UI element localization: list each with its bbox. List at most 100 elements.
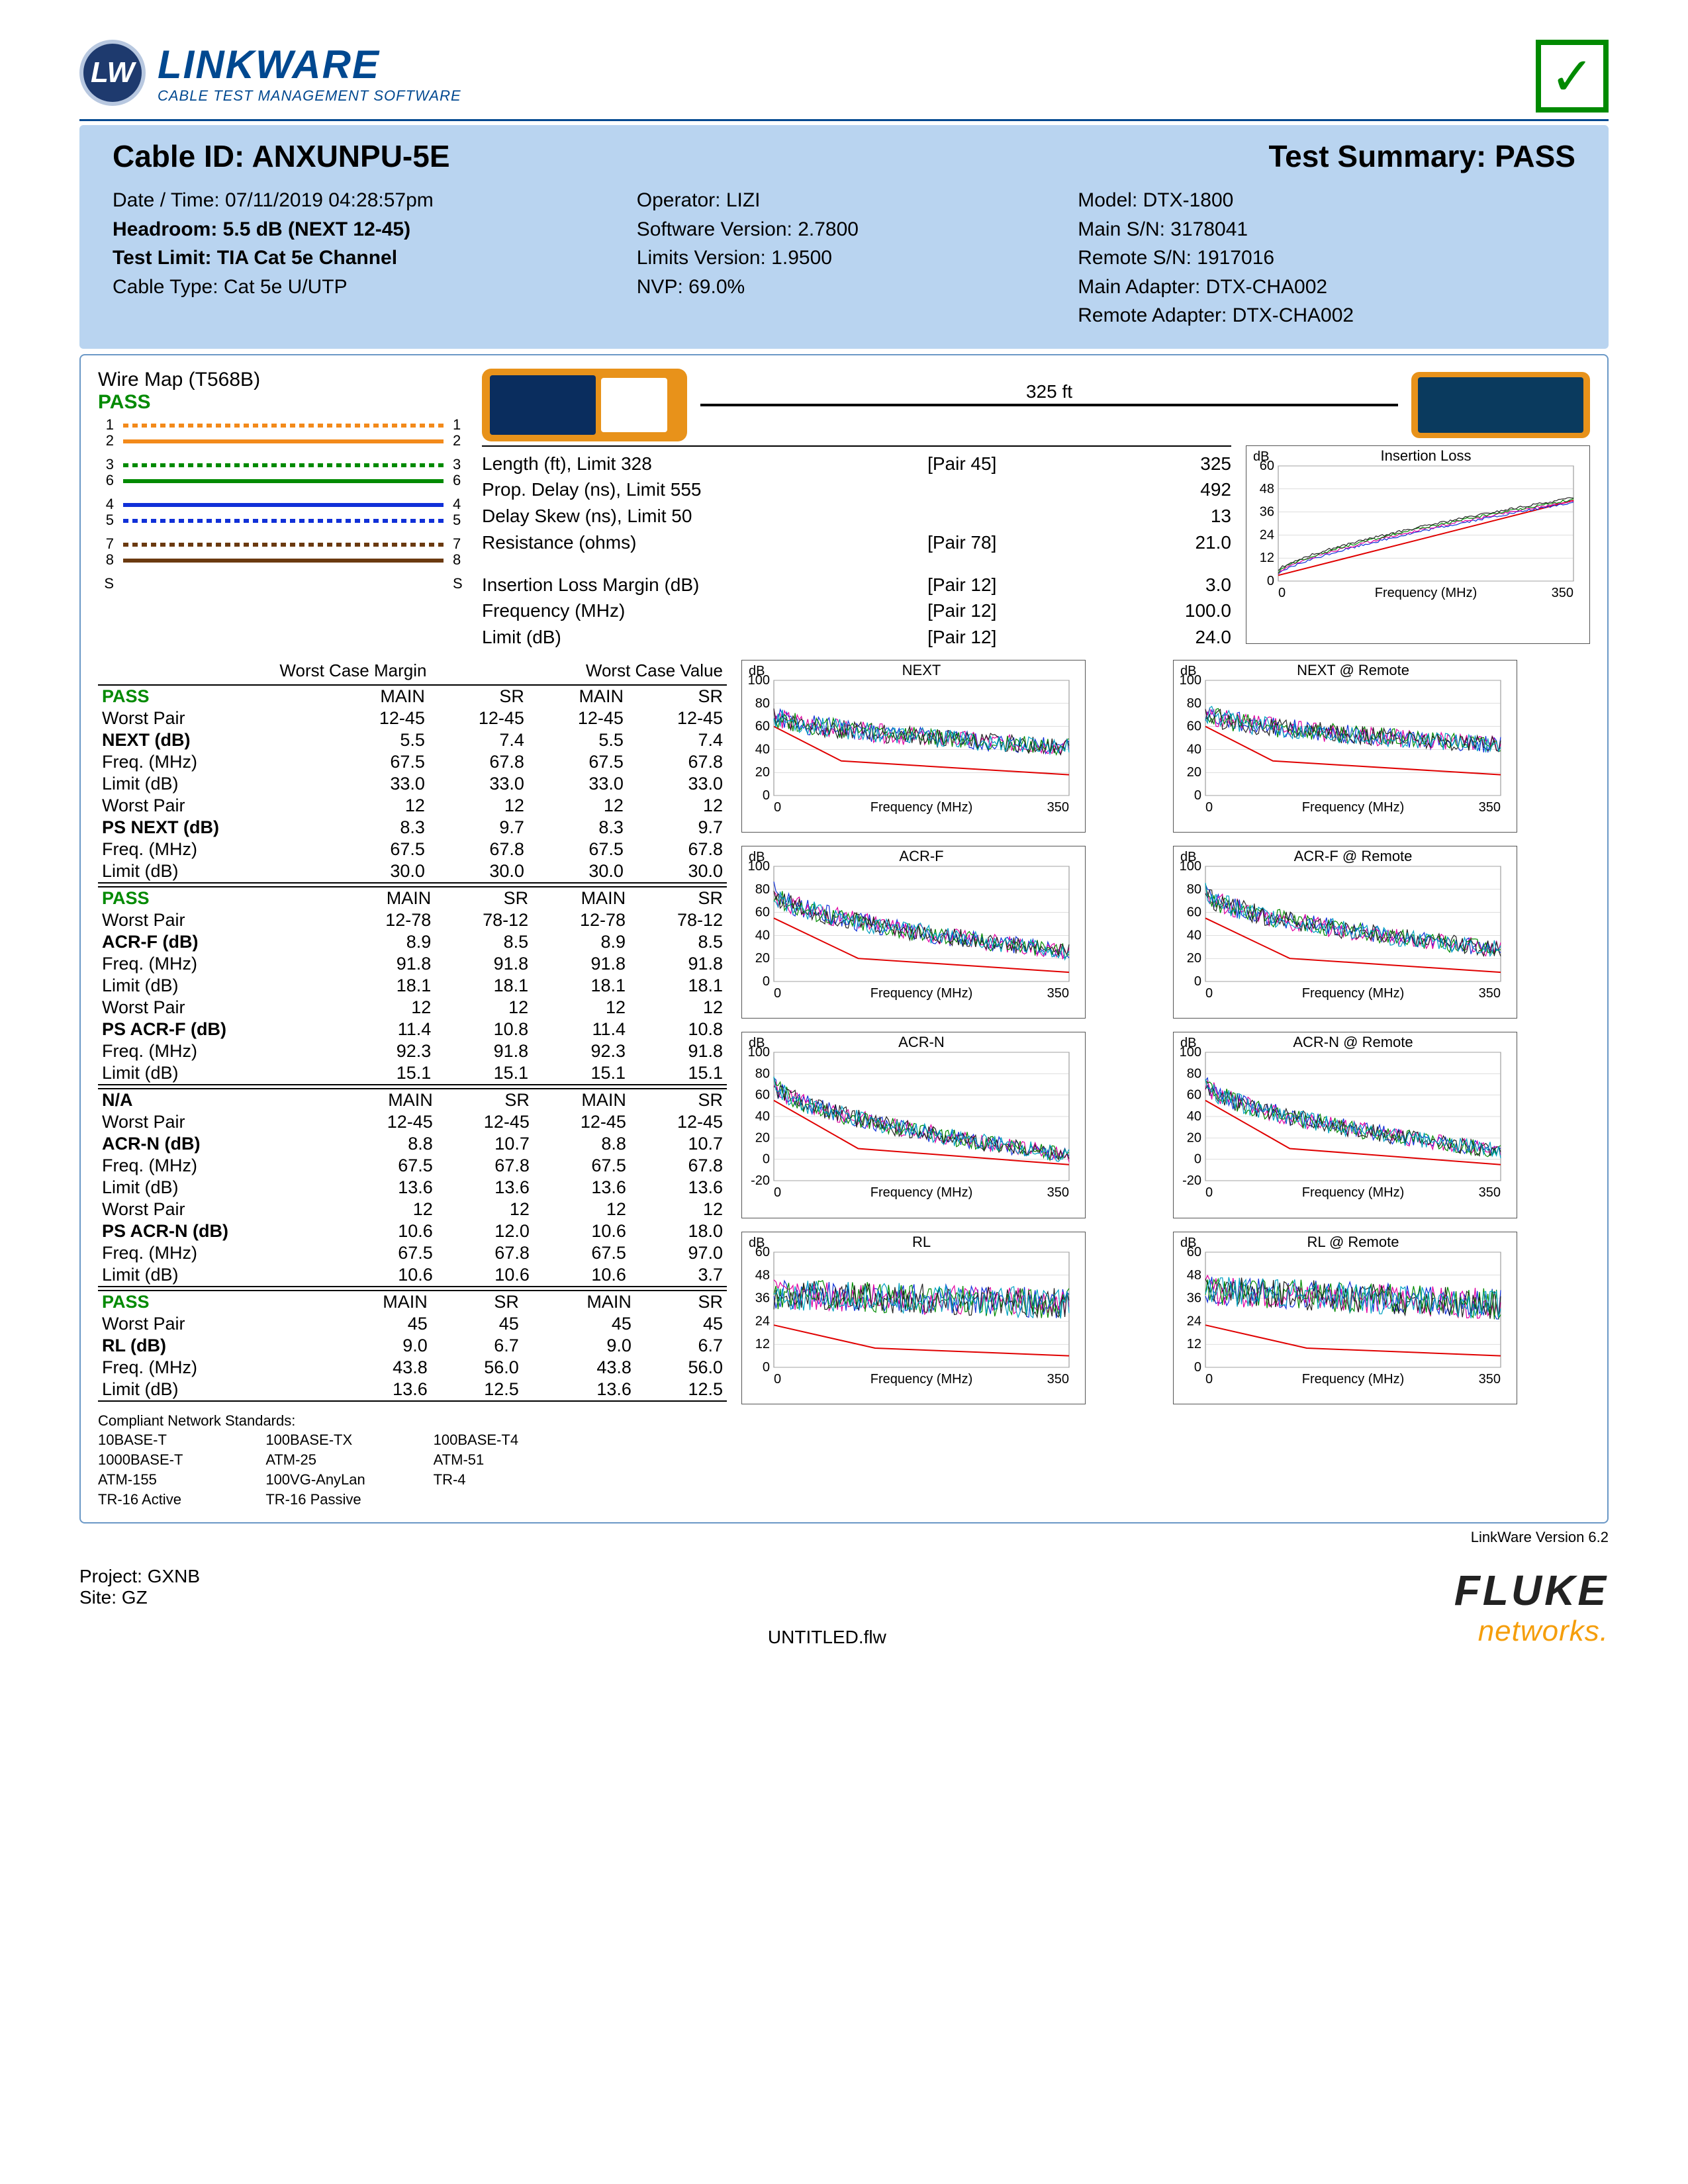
svg-text:80: 80	[1187, 1067, 1201, 1081]
svg-text:0: 0	[1278, 586, 1286, 600]
svg-text:-20: -20	[751, 1173, 770, 1188]
svg-text:ACR-N: ACR-N	[898, 1035, 945, 1050]
parameters-block: Length (ft), Limit 328[Pair 45]325Prop. …	[482, 445, 1231, 651]
header-rule	[79, 119, 1609, 121]
linkware-subtitle: CABLE TEST MANAGEMENT SOFTWARE	[158, 87, 461, 105]
svg-text:Frequency (MHz): Frequency (MHz)	[1302, 1372, 1404, 1387]
svg-text:80: 80	[755, 882, 770, 897]
svg-text:60: 60	[1187, 1088, 1201, 1103]
svg-text:1: 1	[453, 419, 461, 433]
chart-rl-remote: 012243648600350RL @ RemotedBFrequency (M…	[1173, 1232, 1517, 1404]
svg-text:RL: RL	[912, 1235, 931, 1250]
wiremap-status: PASS	[98, 391, 469, 414]
svg-text:0: 0	[763, 1360, 770, 1375]
insertion-loss-chart: 012243648600350Insertion LossdBFrequency…	[1246, 445, 1590, 644]
test-summary: Test Summary: PASS	[1268, 138, 1575, 174]
svg-text:0: 0	[1205, 1185, 1213, 1200]
cable-line: 325 ft	[700, 404, 1398, 406]
svg-text:0: 0	[1194, 1152, 1201, 1167]
svg-text:dB: dB	[1180, 1036, 1196, 1050]
svg-text:0: 0	[1205, 1372, 1213, 1387]
svg-text:20: 20	[1187, 951, 1201, 966]
svg-text:5: 5	[453, 512, 461, 528]
svg-text:36: 36	[1260, 504, 1274, 519]
svg-text:8: 8	[106, 551, 114, 568]
svg-text:RL @ Remote: RL @ Remote	[1307, 1235, 1399, 1250]
svg-text:36: 36	[1187, 1291, 1201, 1305]
col-head-value: Worst Case Value	[430, 660, 727, 682]
svg-text:3: 3	[106, 456, 114, 473]
svg-text:40: 40	[755, 1109, 770, 1124]
svg-text:48: 48	[1260, 481, 1274, 496]
wiremap-title: Wire Map (T568B)	[98, 369, 469, 391]
svg-text:48: 48	[1187, 1267, 1201, 1282]
svg-text:12: 12	[1260, 551, 1274, 565]
svg-text:2: 2	[106, 432, 114, 449]
svg-text:7: 7	[453, 535, 461, 552]
svg-text:4: 4	[106, 496, 114, 512]
svg-text:12: 12	[1187, 1337, 1201, 1351]
svg-text:350: 350	[1479, 1372, 1501, 1387]
svg-text:24: 24	[755, 1314, 770, 1328]
svg-text:4: 4	[453, 496, 461, 512]
svg-text:40: 40	[755, 742, 770, 756]
svg-text:8: 8	[453, 551, 461, 568]
svg-text:12: 12	[755, 1337, 770, 1351]
svg-text:40: 40	[1187, 928, 1201, 942]
svg-text:40: 40	[1187, 742, 1201, 756]
footer-project: Project: GXNB Site: GZ	[79, 1566, 200, 1608]
svg-text:350: 350	[1479, 986, 1501, 1001]
footer-filename: UNTITLED.flw	[200, 1627, 1454, 1648]
chart-next-remote: 0204060801000350NEXT @ RemotedBFrequency…	[1173, 660, 1517, 833]
svg-text:0: 0	[763, 974, 770, 989]
cable-id: Cable ID: ANXUNPU-5E	[113, 138, 450, 174]
svg-text:0: 0	[763, 1152, 770, 1167]
body-panel: Wire Map (T568B) PASS 1122336644557788SS…	[79, 354, 1609, 1524]
svg-text:24: 24	[1187, 1314, 1201, 1328]
pass-checkmark-icon: ✓	[1536, 40, 1609, 113]
header-col-2: Operator: LIZI Software Version: 2.7800 …	[637, 186, 1051, 330]
svg-text:dB: dB	[1180, 1236, 1196, 1250]
svg-text:S: S	[453, 575, 463, 591]
svg-text:24: 24	[1260, 527, 1274, 542]
svg-text:0: 0	[774, 1185, 781, 1200]
svg-text:0: 0	[1267, 574, 1274, 588]
svg-text:80: 80	[1187, 696, 1201, 711]
compliant-standards: Compliant Network Standards: 10BASE-T100…	[98, 1411, 1590, 1509]
svg-text:0: 0	[1194, 974, 1201, 989]
svg-text:350: 350	[1047, 800, 1069, 815]
svg-text:80: 80	[755, 1067, 770, 1081]
measurement-tables: Worst Case Margin Worst Case Value PASSM…	[98, 660, 727, 1404]
svg-text:60: 60	[1187, 719, 1201, 733]
svg-text:dB: dB	[749, 850, 765, 864]
svg-text:ACR-F @ Remote: ACR-F @ Remote	[1294, 849, 1413, 864]
svg-text:NEXT: NEXT	[902, 663, 941, 678]
fluke-logo: FLUKE networks.	[1454, 1566, 1609, 1648]
svg-text:0: 0	[774, 1372, 781, 1387]
header-col-3: Model: DTX-1800 Main S/N: 3178041 Remote…	[1078, 186, 1575, 330]
svg-text:dB: dB	[1180, 850, 1196, 864]
svg-text:60: 60	[755, 1088, 770, 1103]
wiremap-block: Wire Map (T568B) PASS 1122336644557788SS	[98, 369, 469, 651]
linkware-logo: LW LINKWARE CABLE TEST MANAGEMENT SOFTWA…	[79, 40, 461, 106]
footer: Project: GXNB Site: GZ UNTITLED.flw FLUK…	[79, 1566, 1609, 1648]
svg-text:Frequency (MHz): Frequency (MHz)	[870, 986, 972, 1001]
cable-length-label: 325 ft	[1026, 381, 1072, 402]
svg-text:S: S	[104, 575, 114, 591]
svg-text:Frequency (MHz): Frequency (MHz)	[1302, 800, 1404, 815]
svg-text:ACR-N @ Remote: ACR-N @ Remote	[1293, 1035, 1413, 1050]
chart-acr-f-remote: 0204060801000350ACR-F @ RemotedBFrequenc…	[1173, 846, 1517, 1019]
svg-text:1: 1	[106, 419, 114, 433]
svg-text:dB: dB	[1180, 664, 1196, 678]
svg-text:Frequency (MHz): Frequency (MHz)	[870, 800, 972, 815]
svg-text:Frequency (MHz): Frequency (MHz)	[870, 1185, 972, 1200]
svg-text:0: 0	[1194, 788, 1201, 803]
svg-text:Frequency (MHz): Frequency (MHz)	[1375, 586, 1477, 600]
svg-text:80: 80	[755, 696, 770, 711]
svg-text:80: 80	[1187, 882, 1201, 897]
chart-next: 0204060801000350NEXTdBFrequency (MHz)	[741, 660, 1086, 833]
svg-text:48: 48	[755, 1267, 770, 1282]
lw-badge: LW	[79, 40, 146, 106]
svg-text:40: 40	[755, 928, 770, 942]
svg-text:Frequency (MHz): Frequency (MHz)	[870, 1372, 972, 1387]
